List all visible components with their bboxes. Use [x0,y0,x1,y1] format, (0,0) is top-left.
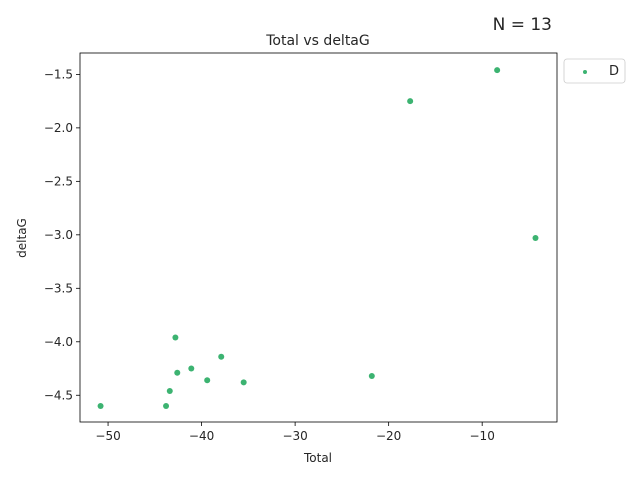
data-point [174,369,181,376]
y-tick-label: −2.5 [44,174,73,188]
legend-label: D [609,64,619,79]
x-tick-label: −50 [95,429,120,443]
legend-marker [583,70,587,74]
legend-frame [563,58,626,84]
y-tick-label: −1.5 [44,67,73,81]
y-tick-label: −2.0 [44,121,73,135]
x-tick-label: −20 [376,429,401,443]
data-point [407,98,414,105]
y-axis: −4.5 −4.0 −3.5 −3.0 −2.5 −2.0 −1.5 [44,67,80,402]
chart-title: Total vs deltaG [265,33,369,49]
data-point [163,402,170,409]
x-tick-label: −40 [189,429,214,443]
data-point [218,353,225,360]
y-tick-label: −4.5 [44,388,73,402]
y-tick-label: −3.0 [44,228,73,242]
y-tick-label: −3.5 [44,281,73,295]
data-point [97,402,104,409]
plot-area: −50 −40 −30 −20 −10 −4.5 −4.0 −3.5 −3.0 −2.5 −2.0… [44,52,558,443]
legend: D [563,58,626,84]
x-tick-label: −10 [470,429,495,443]
data-point [494,67,501,74]
data-point [368,373,375,380]
x-tick-label: −30 [282,429,307,443]
data-point [240,379,247,386]
plot-frame [79,52,558,423]
x-axis: −50 −40 −30 −20 −10 [95,422,495,443]
data-point [166,387,173,394]
sample-count-annotation: N = 13 [493,15,552,35]
x-axis-label: Total [303,451,332,465]
y-axis-label: deltaG [15,218,29,258]
data-point [532,235,539,242]
data-point [188,365,195,372]
data-points [97,67,539,409]
y-tick-label: −4.0 [44,335,73,349]
data-point [172,334,179,341]
data-point [204,377,211,384]
